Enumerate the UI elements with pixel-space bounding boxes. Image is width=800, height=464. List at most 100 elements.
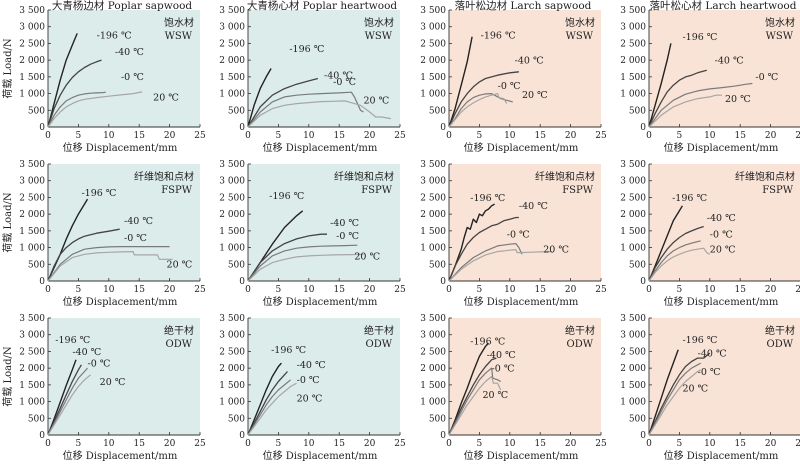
x-tick-label: 5 <box>76 439 82 449</box>
condition-label-cn: 饱水材 <box>164 16 194 29</box>
condition-label-en: FSPW <box>361 185 393 196</box>
x-tick-label: 20 <box>765 439 777 449</box>
panel-6: 纤维饱和点材 FSPW 0 500 1 000 1 500 2 000 2 500 3 000 3… <box>219 160 406 308</box>
condition-label-cn: 饱水材 <box>565 16 595 29</box>
y-tick-label: 0 <box>640 277 646 287</box>
series-line-2 <box>247 233 327 282</box>
x-tick-label: 5 <box>677 131 683 141</box>
x-tick-label: 10 <box>303 131 315 141</box>
x-axis-label: 位移 Displacement/mm <box>464 449 579 462</box>
y-tick-label: 3 500 <box>620 6 646 16</box>
y-tick-label: 500 <box>429 414 446 424</box>
temperature-label: 20 ℃ <box>522 90 548 101</box>
plot-background <box>248 164 400 281</box>
series-line-3 <box>448 367 501 436</box>
x-axis-label: 位移 Displacement/mm <box>263 295 378 308</box>
x-tick-label: 25 <box>194 439 206 449</box>
condition-label-cn: 饱水材 <box>364 16 394 29</box>
condition-label-cn: 纤维饱和点材 <box>134 170 194 183</box>
temperature-label: 20 ℃ <box>297 394 323 405</box>
x-tick-label: 0 <box>245 285 251 295</box>
panel-title: 落叶松边材 Larch sapwood <box>455 0 592 12</box>
x-tick-label: 5 <box>477 439 483 449</box>
y-tick-label: 3 000 <box>219 177 245 187</box>
series-line-3 <box>47 91 106 128</box>
x-tick-label: 10 <box>704 439 716 449</box>
temperature-label: 20 ℃ <box>167 260 193 271</box>
x-tick-label: 25 <box>394 439 406 449</box>
x-tick-label: 0 <box>45 131 51 141</box>
x-tick-label: 25 <box>595 439 607 449</box>
y-tick-label: 2 500 <box>420 193 446 203</box>
y-tick-label: 0 <box>440 123 446 133</box>
temperature-label: -0 ℃ <box>710 230 733 241</box>
temperature-label: -196 ℃ <box>269 191 304 202</box>
series-line-2 <box>47 364 82 436</box>
y-tick-label: 1 000 <box>420 90 446 100</box>
y-tick-label: 3 500 <box>420 6 446 16</box>
temperature-label: 20 ℃ <box>710 245 736 256</box>
y-tick-label: 3 000 <box>219 331 245 341</box>
x-tick-label: 0 <box>245 131 251 141</box>
y-tick-label: 500 <box>629 414 646 424</box>
temperature-label: -40 ℃ <box>698 348 727 359</box>
condition-label-en: WSW <box>165 31 193 42</box>
y-tick-label: 3 000 <box>19 177 45 187</box>
x-tick-label: 15 <box>534 439 546 449</box>
condition-label-en: FSPW <box>562 185 594 196</box>
series-line-4 <box>47 91 143 128</box>
y-tick-label: 2 000 <box>19 56 45 66</box>
series-line-4 <box>648 369 701 436</box>
y-tick-label: 3 000 <box>219 23 245 33</box>
temperature-label: -196 ℃ <box>470 193 505 204</box>
y-tick-label: 3 000 <box>19 331 45 341</box>
y-tick-label: 3 500 <box>19 6 45 16</box>
x-axis-label: 位移 Displacement/mm <box>464 295 579 308</box>
y-tick-label: 500 <box>28 106 45 116</box>
y-tick-label: 1 000 <box>620 90 646 100</box>
temperature-label: -0 ℃ <box>336 231 359 242</box>
x-tick-label: 15 <box>734 285 746 295</box>
series-line-4 <box>448 249 553 282</box>
temperature-label: 20 ℃ <box>153 92 179 103</box>
series-line-4 <box>47 251 173 282</box>
y-tick-label: 2 000 <box>620 56 646 66</box>
series-line-4 <box>247 100 392 128</box>
series-line-4 <box>648 94 722 128</box>
series-line-4 <box>47 374 91 436</box>
series-line-3 <box>47 367 88 436</box>
condition-label-en: FSPW <box>161 185 193 196</box>
temperature-label: -40 ℃ <box>297 360 326 371</box>
y-axis-label: 荷载 Load/N <box>2 346 14 407</box>
x-axis-label: 位移 Displacement/mm <box>464 141 579 154</box>
temperature-label: -0 ℃ <box>698 367 721 378</box>
condition-label-en: WSW <box>766 31 794 42</box>
x-axis-label: 位移 Displacement/mm <box>664 141 779 154</box>
y-tick-label: 2 500 <box>420 347 446 357</box>
series-line-2 <box>648 352 711 436</box>
x-tick-label: 5 <box>477 285 483 295</box>
series-line-2 <box>648 225 704 282</box>
temperature-label: -40 ℃ <box>330 218 359 229</box>
panel-title: 落叶松心材 Larch heartwood <box>650 0 797 12</box>
y-tick-label: 0 <box>239 123 245 133</box>
x-tick-label: 10 <box>103 439 115 449</box>
x-tick-label: 0 <box>45 439 51 449</box>
y-tick-label: 500 <box>28 260 45 270</box>
x-tick-label: 5 <box>477 131 483 141</box>
y-tick-label: 2 500 <box>219 39 245 49</box>
y-tick-label: 1 000 <box>219 244 245 254</box>
x-tick-label: 20 <box>765 285 777 295</box>
y-tick-label: 0 <box>39 123 45 133</box>
x-tick-label: 20 <box>565 131 577 141</box>
x-tick-label: 25 <box>394 285 406 295</box>
series-line-1 <box>247 68 272 128</box>
y-tick-label: 3 500 <box>620 160 646 170</box>
y-tick-label: 1 000 <box>620 398 646 408</box>
x-tick-label: 25 <box>194 285 206 295</box>
temperature-label: 20 ℃ <box>682 384 708 395</box>
x-tick-label: 20 <box>565 439 577 449</box>
panel-2: 大青杨心材 Poplar heartwood 饱水材 WSW 0 500 1 000 1 5… <box>219 0 406 154</box>
x-tick-label: 10 <box>704 131 716 141</box>
